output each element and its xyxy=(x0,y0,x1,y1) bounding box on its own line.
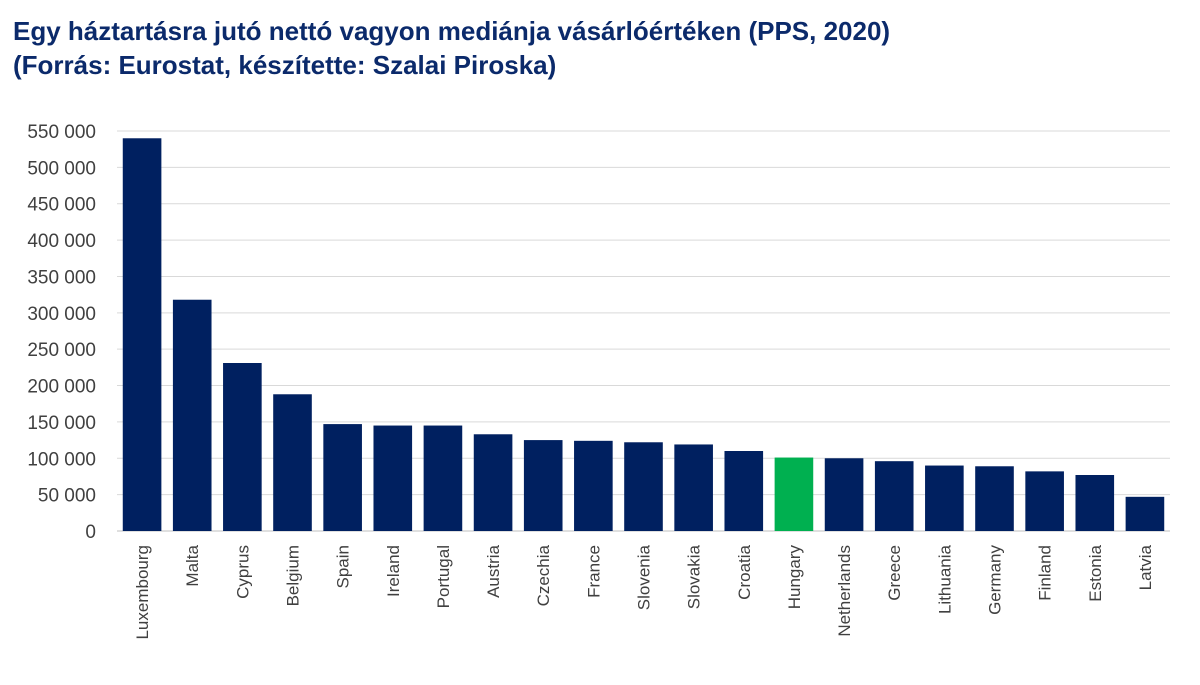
x-tick-label: Slovakia xyxy=(685,544,704,609)
y-tick-label: 500 000 xyxy=(27,158,96,179)
chart-subtitle: (Forrás: Eurostat, készítette: Szalai Pi… xyxy=(13,50,557,80)
x-tick-label: Spain xyxy=(334,545,353,588)
bar-belgium xyxy=(273,394,312,531)
bar-latvia xyxy=(1125,496,1165,531)
bar-slovenia xyxy=(624,442,663,531)
bar-estonia xyxy=(1075,475,1115,531)
bars xyxy=(122,138,1165,532)
x-axis-tick-labels: Luxembourg Malta Cyprus Belgium Spain Ireland… xyxy=(133,544,1155,639)
bar-hungary xyxy=(774,457,814,531)
bar-cyprus xyxy=(223,363,262,531)
x-tick-label: Malta xyxy=(183,544,202,586)
y-tick-label: 450 000 xyxy=(27,195,96,216)
y-tick-label: 550 000 xyxy=(27,122,96,143)
x-tick-label: Netherlands xyxy=(835,545,854,637)
x-tick-label: Estonia xyxy=(1086,544,1105,601)
x-tick-label: Finland xyxy=(1036,545,1055,601)
x-tick-label: France xyxy=(584,545,603,598)
bar-slovakia xyxy=(674,444,713,531)
y-axis-tick-labels: 0 50 000 100 000 150 000 200 000 250 000 300 0… xyxy=(27,122,96,543)
x-tick-label: Czechia xyxy=(534,544,553,606)
bar-croatia xyxy=(724,451,764,531)
y-tick-label: 200 000 xyxy=(27,377,96,398)
bar-spain xyxy=(323,424,362,531)
y-tick-label: 50 000 xyxy=(38,486,96,507)
x-tick-label: Lithuania xyxy=(935,544,954,614)
bar-luxembourg xyxy=(122,138,162,532)
bar-czechia xyxy=(523,440,563,531)
bar-germany xyxy=(975,466,1014,531)
gridlines xyxy=(117,130,1170,532)
x-tick-label: Greece xyxy=(885,545,904,601)
y-tick-label: 350 000 xyxy=(27,267,96,288)
bar-ireland xyxy=(373,425,413,531)
x-tick-label: Croatia xyxy=(735,544,754,599)
bar-france xyxy=(574,440,613,531)
y-tick-label: 250 000 xyxy=(27,340,96,361)
y-tick-label: 150 000 xyxy=(27,413,96,434)
x-tick-label: Hungary xyxy=(785,545,804,610)
y-tick-label: 300 000 xyxy=(27,304,96,325)
x-tick-label: Luxembourg xyxy=(133,545,152,640)
x-tick-label: Belgium xyxy=(284,545,303,606)
chart-title-line: Egy háztartásra jutó nettó vagyon medián… xyxy=(13,16,891,46)
x-tick-label: Ireland xyxy=(384,545,403,597)
bar-austria xyxy=(473,434,513,531)
bar-netherlands xyxy=(824,458,864,531)
y-tick-label: 100 000 xyxy=(27,449,96,470)
x-tick-label: Germany xyxy=(986,545,1005,615)
x-tick-label: Latvia xyxy=(1136,544,1155,590)
bar-portugal xyxy=(423,425,463,531)
bar-finland xyxy=(1025,471,1064,531)
y-tick-label: 0 xyxy=(85,522,96,543)
x-tick-label: Austria xyxy=(484,544,503,597)
x-tick-label: Portugal xyxy=(434,545,453,608)
y-tick-label: 400 000 xyxy=(27,231,96,252)
bar-malta xyxy=(172,299,212,531)
x-tick-label: Cyprus xyxy=(233,545,252,599)
bar-lithuania xyxy=(925,465,964,531)
x-tick-label: Slovenia xyxy=(635,544,654,610)
bar-greece xyxy=(874,461,914,531)
chart-title: Egy háztartásra jutó nettó vagyon medián… xyxy=(13,14,890,82)
